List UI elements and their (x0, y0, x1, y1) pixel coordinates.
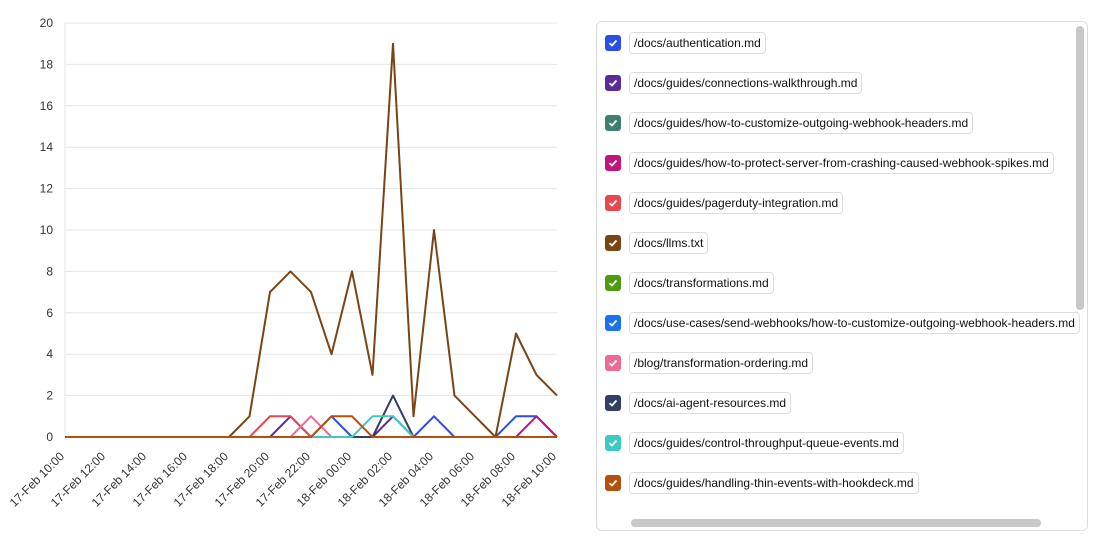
check-icon (608, 119, 618, 127)
legend-item: /docs/guides/pagerduty-integration.md (605, 191, 844, 215)
check-icon (608, 439, 618, 447)
series-line (65, 415, 557, 438)
checkbox[interactable] (605, 195, 621, 211)
y-tick-label: 8 (46, 264, 53, 278)
legend-label: /docs/guides/control-throughput-queue-ev… (629, 432, 904, 454)
checkbox[interactable] (605, 355, 621, 371)
y-tick-label: 14 (40, 140, 54, 154)
y-tick-label: 12 (40, 182, 54, 196)
checkbox[interactable] (605, 75, 621, 91)
legend-item: /docs/guides/handling-thin-events-with-h… (605, 471, 919, 495)
series-line (65, 415, 557, 438)
checkbox[interactable] (605, 155, 621, 171)
legend-label: /docs/ai-agent-resources.md (629, 392, 792, 414)
y-tick-label: 0 (46, 430, 53, 444)
check-icon (608, 199, 618, 207)
legend-label: /docs/guides/pagerduty-integration.md (629, 192, 844, 214)
series-line (65, 415, 558, 438)
y-tick-label: 20 (40, 16, 54, 30)
checkbox[interactable] (605, 35, 621, 51)
legend-label: /blog/transformation-ordering.md (629, 352, 814, 374)
legend-item: /docs/use-cases/send-webhooks/how-to-cus… (605, 311, 1080, 335)
legend-item: /docs/ai-agent-resources.md (605, 391, 792, 415)
check-icon (608, 159, 618, 167)
scrollbar[interactable] (1076, 26, 1084, 310)
checkbox[interactable] (605, 435, 621, 451)
legend-label: /docs/transformations.md (629, 272, 774, 294)
scrollbar[interactable] (631, 519, 1041, 527)
checkbox[interactable] (605, 235, 621, 251)
checkbox[interactable] (605, 315, 621, 331)
checkbox[interactable] (605, 115, 621, 131)
check-icon (608, 359, 618, 367)
legend-item: /docs/guides/connections-walkthrough.md (605, 71, 863, 95)
legend-label: /docs/guides/connections-walkthrough.md (629, 72, 863, 94)
checkbox[interactable] (605, 395, 621, 411)
legend-panel: /docs/authentication.md/docs/guides/conn… (596, 21, 1088, 531)
checkbox[interactable] (605, 475, 621, 491)
series-line (65, 42, 558, 438)
legend-item: /blog/transformation-ordering.md (605, 351, 814, 375)
y-tick-label: 18 (40, 57, 54, 71)
legend-item: /docs/guides/how-to-customize-outgoing-w… (605, 111, 974, 135)
series-line (65, 415, 558, 438)
y-tick-label: 10 (40, 223, 54, 237)
series-line (65, 415, 557, 438)
legend-item: /docs/authentication.md (605, 31, 766, 55)
check-icon (608, 39, 618, 47)
y-tick-label: 16 (40, 99, 54, 113)
legend-item: /docs/guides/control-throughput-queue-ev… (605, 431, 904, 455)
check-icon (608, 79, 618, 87)
legend-label: /docs/guides/how-to-protect-server-from-… (629, 152, 1054, 174)
y-tick-label: 4 (46, 347, 53, 361)
check-icon (608, 399, 618, 407)
check-icon (608, 279, 618, 287)
legend-label: /docs/llms.txt (629, 232, 709, 254)
series-line (65, 415, 557, 438)
check-icon (608, 479, 618, 487)
y-tick-label: 2 (46, 389, 53, 403)
legend-label: /docs/guides/handling-thin-events-with-h… (629, 472, 919, 494)
legend-label: /docs/guides/how-to-customize-outgoing-w… (629, 112, 974, 134)
legend-item: /docs/llms.txt (605, 231, 709, 255)
checkbox[interactable] (605, 275, 621, 291)
legend-label: /docs/use-cases/send-webhooks/how-to-cus… (629, 312, 1080, 334)
check-icon (608, 319, 618, 327)
check-icon (608, 239, 618, 247)
y-tick-label: 6 (46, 306, 53, 320)
series-line (65, 415, 557, 438)
legend-item: /docs/transformations.md (605, 271, 774, 295)
legend-item: /docs/guides/how-to-protect-server-from-… (605, 151, 1054, 175)
legend-label: /docs/authentication.md (629, 32, 766, 54)
